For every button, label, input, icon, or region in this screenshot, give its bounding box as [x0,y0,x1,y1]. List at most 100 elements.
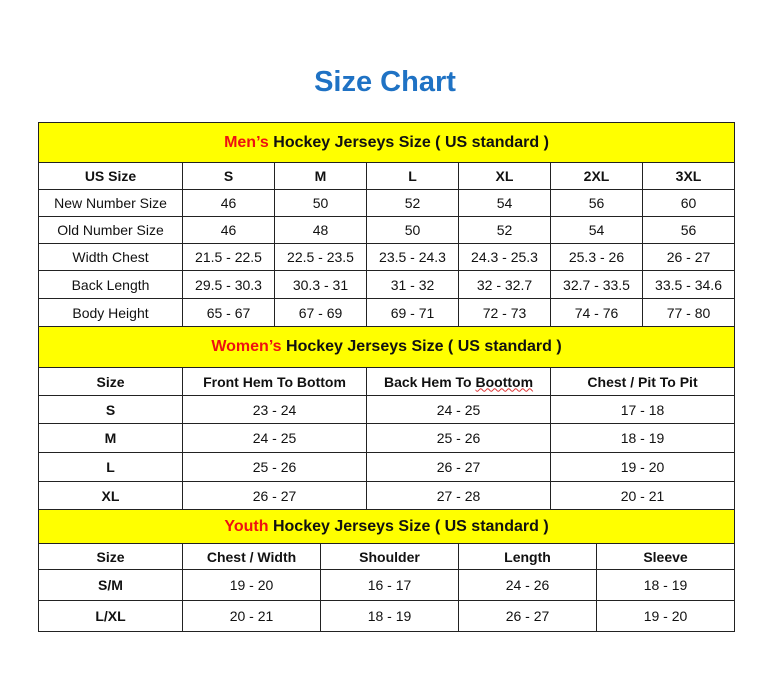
table-row: Old Number Size 46 48 50 52 54 56 [38,216,736,244]
section-title: Youth Hockey Jerseys Size ( US standard … [37,509,736,544]
column-header: Sleeve [595,543,736,570]
table-cell: 46 [182,216,275,244]
table-cell: 26 - 27 [458,600,597,632]
column-header-label: 2XL [583,168,610,184]
column-header: Length [458,543,597,570]
table-cell: 65 - 67 [182,298,275,327]
table-cell: 19 - 20 [182,569,321,601]
table-row: Width Chest 21.5 - 22.5 22.5 - 23.5 23.5 - … [38,243,736,271]
column-header-label: Back Hem To Boottom [383,373,534,390]
table-cell: 24 - 25 [366,395,551,424]
womens-size-table: Women’s Hockey Jerseys Size ( US standar… [37,326,736,510]
table-cell: 26 - 27 [641,243,736,271]
column-header: 3XL [641,162,736,190]
table-cell: 32 - 32.7 [458,270,551,299]
table-cell: 54 [550,216,643,244]
section-title-highlight: Youth [224,517,269,535]
table-row: M 24 - 25 25 - 26 18 - 19 [38,423,736,453]
column-header-label: Size [96,548,125,565]
table-row: S 23 - 24 24 - 25 17 - 18 [38,395,736,424]
table-cell: 20 - 21 [549,481,736,510]
column-header: Size [38,367,183,396]
column-header-label: 3XL [675,168,702,184]
column-header-label: Chest / Width [206,548,297,565]
row-label: L [38,452,183,482]
row-label: Body Height [38,298,183,327]
column-header: Back Hem To Boottom [366,367,551,396]
section-title-highlight: Men’s [224,133,269,151]
table-row: XL 26 - 27 27 - 28 20 - 21 [38,481,736,510]
table-row: Body Height 65 - 67 67 - 69 69 - 71 72 - 73 7… [38,298,736,327]
table-cell: 18 - 19 [320,600,459,632]
table-cell: 20 - 21 [182,600,321,632]
row-label: New Number Size [38,189,183,217]
table-cell: 52 [366,189,459,217]
table-cell: 23 - 24 [182,395,367,424]
column-header: Shoulder [320,543,459,570]
table-cell: 74 - 76 [550,298,643,327]
column-header-row: Size Chest / Width Shoulder Length Sleeve [38,543,736,570]
table-row: New Number Size 46 50 52 54 56 60 [38,189,736,217]
table-cell: 60 [641,189,736,217]
table-cell: 29.5 - 30.3 [182,270,275,299]
table-row: L 25 - 26 26 - 27 19 - 20 [38,452,736,482]
section-header-row: Men’s Hockey Jerseys Size ( US standard … [37,122,736,163]
table-row: Back Length 29.5 - 30.3 30.3 - 31 31 - 32 32… [38,270,736,299]
section-header-row: Women’s Hockey Jerseys Size ( US standar… [37,326,736,368]
table-cell: 18 - 19 [595,569,736,601]
table-cell: 26 - 27 [366,452,551,482]
column-header: S [182,162,275,190]
table-cell: 56 [641,216,736,244]
table-cell: 77 - 80 [641,298,736,327]
table-cell: 24.3 - 25.3 [458,243,551,271]
column-header-label: XL [495,168,514,184]
section-title: Men’s Hockey Jerseys Size ( US standard … [37,122,736,163]
table-cell: 48 [274,216,367,244]
row-label: S/M [38,569,183,601]
table-cell: 50 [274,189,367,217]
row-label: Back Length [38,270,183,299]
table-cell: 25 - 26 [366,423,551,453]
column-header-label: S [223,168,234,184]
table-cell: 18 - 19 [549,423,736,453]
section-title-highlight: Women’s [211,338,282,355]
column-header-label: Chest / Pit To Pit [587,373,698,390]
column-header: 2XL [550,162,643,190]
table-cell: 50 [366,216,459,244]
row-label: XL [38,481,183,510]
column-header: Chest / Pit To Pit [549,367,736,396]
table-cell: 32.7 - 33.5 [550,270,643,299]
column-header: Front Hem To Bottom [182,367,367,396]
table-cell: 21.5 - 22.5 [182,243,275,271]
section-title-text: Hockey Jerseys Size ( US standard ) [268,133,549,151]
column-header-label: Shoulder [359,548,420,565]
section-title-text: Hockey Jerseys Size ( US standard ) [268,517,549,535]
table-cell: 24 - 26 [458,569,597,601]
table-cell: 72 - 73 [458,298,551,327]
column-header-label: Size [96,373,125,390]
column-header-label: M [314,168,327,184]
column-header-label: L [408,168,417,184]
table-cell: 52 [458,216,551,244]
section-title: Women’s Hockey Jerseys Size ( US standar… [37,326,736,368]
row-label: S [38,395,183,424]
table-cell: 56 [550,189,643,217]
column-header: L [366,162,459,190]
row-label: Old Number Size [38,216,183,244]
column-header: US Size [38,162,183,190]
column-header-row: Size Front Hem To Bottom Back Hem To Boott… [38,367,736,396]
row-label: M [38,423,183,453]
row-label: L/XL [38,600,183,632]
table-cell: 67 - 69 [274,298,367,327]
table-cell: 46 [182,189,275,217]
table-cell: 27 - 28 [366,481,551,510]
page-title: Size Chart [314,66,456,98]
table-cell: 30.3 - 31 [274,270,367,299]
table-row: L/XL 20 - 21 18 - 19 26 - 27 19 - 20 [38,600,736,632]
column-header-label: Front Hem To Bottom [203,373,346,390]
table-cell: 31 - 32 [366,270,459,299]
spellcheck-underline: Boottom [475,373,534,390]
column-header-label: Sleeve [643,548,688,565]
table-cell: 25 - 26 [182,452,367,482]
column-header: Size [38,543,183,570]
